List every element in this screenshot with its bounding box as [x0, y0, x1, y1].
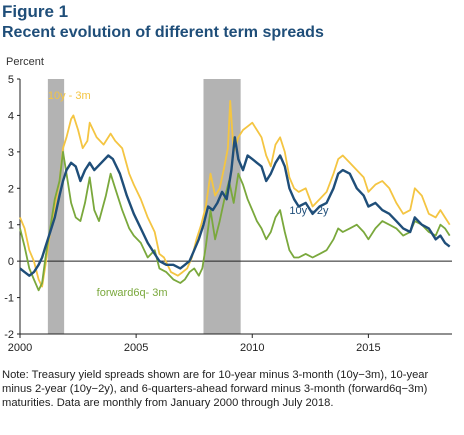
- y-tick-label: -1: [4, 293, 14, 305]
- figure-title: Recent evolution of different term sprea…: [2, 24, 324, 41]
- axes: -2 -1 0 1 2 3 4 5 2000 2005 2010 2015: [4, 74, 452, 354]
- figure-label: Figure 1: [2, 2, 69, 21]
- series-label: forward6q- 3m: [97, 287, 168, 299]
- figure-note: Note: Treasury yield spreads shown are f…: [2, 369, 429, 409]
- series-line-forward6q-3m: [19, 151, 451, 292]
- series-annotations: 10y - 3m 10y - 2y forward6q- 3m: [48, 90, 329, 299]
- y-tick-label: -2: [4, 329, 14, 341]
- y-tick-label: 0: [8, 256, 14, 268]
- y-tick-label: 4: [8, 110, 14, 122]
- series-line-10y-2y: [19, 136, 451, 277]
- y-tick-label: 5: [8, 74, 14, 86]
- series-label: 10y - 2y: [289, 205, 329, 217]
- y-axis-label: Percent: [6, 56, 44, 68]
- x-tick-label: 2010: [240, 342, 264, 354]
- series-lines: [19, 100, 451, 292]
- y-tick-label: 1: [8, 220, 14, 232]
- x-tick-label: 2015: [356, 342, 380, 354]
- x-tick-label: 2005: [124, 342, 148, 354]
- series-label: 10y - 3m: [48, 90, 91, 102]
- y-tick-label: 3: [8, 147, 14, 159]
- y-tick-label: 2: [8, 183, 14, 195]
- series-line-10y-3m: [19, 100, 451, 288]
- x-tick-label: 2000: [8, 342, 32, 354]
